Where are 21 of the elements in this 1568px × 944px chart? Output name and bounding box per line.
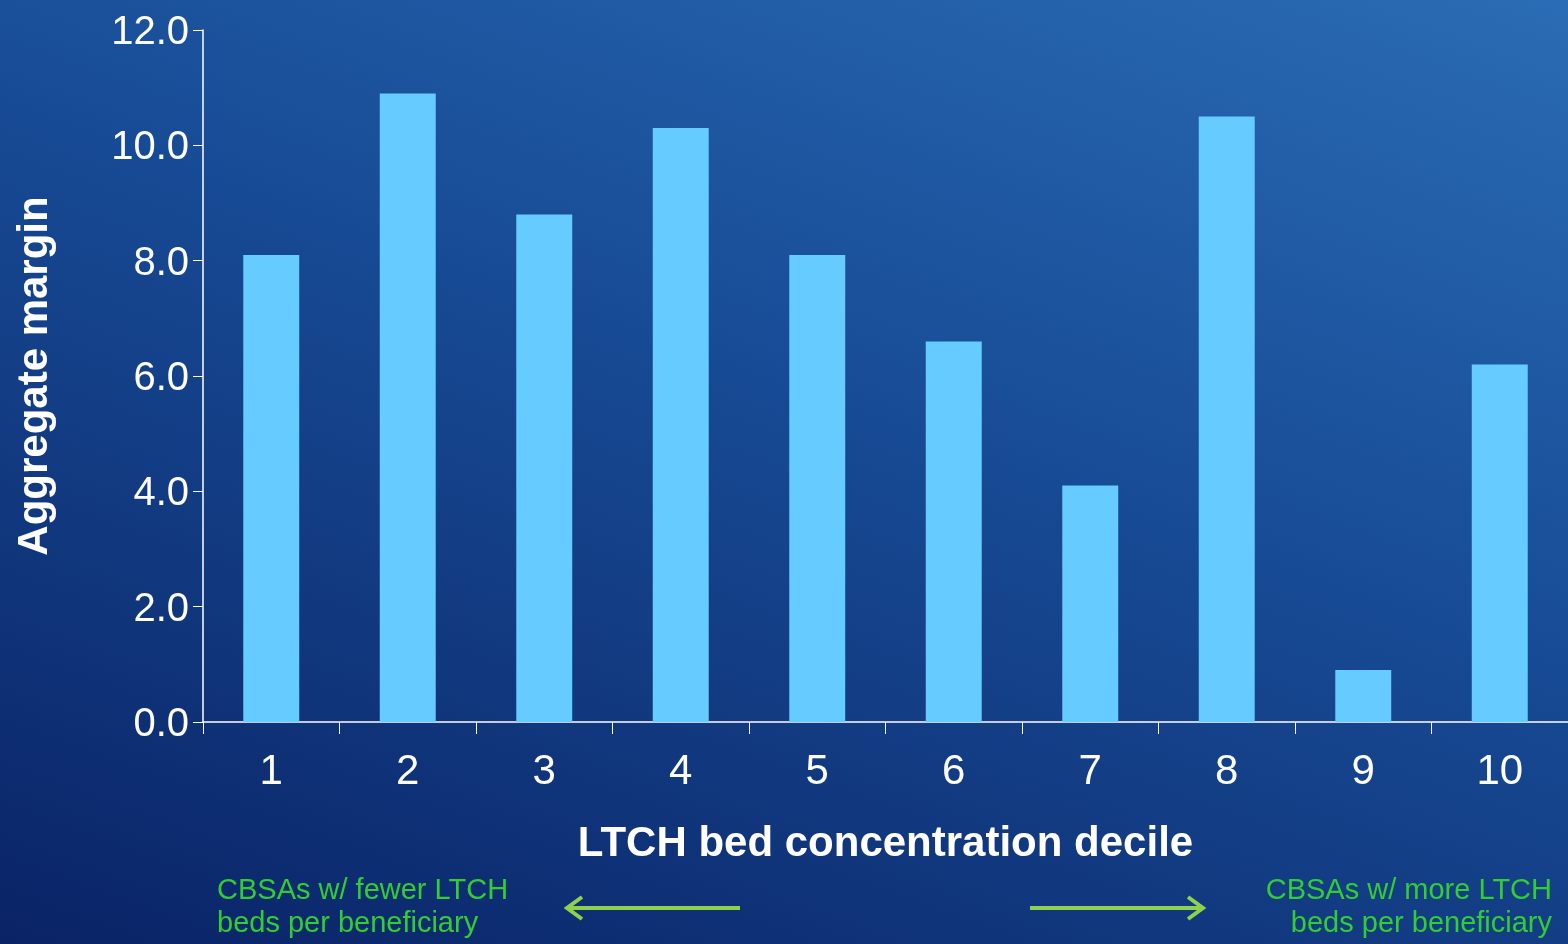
text: CBSAs w/ fewer LTCH beds per beneficiary [217, 873, 509, 939]
x-tick-label: 9 [1351, 745, 1375, 793]
x-tick-label: 5 [805, 745, 829, 793]
x-tick-label: 6 [942, 745, 966, 793]
x-tick-label: 10 [1476, 745, 1524, 793]
x-tick-label: 7 [1078, 745, 1102, 793]
x-axis-title: LTCH bed concentration decile [577, 817, 1194, 865]
y-tick-label: 6.0 [133, 354, 189, 398]
x-tick-label: 1 [259, 745, 283, 793]
y-tick-label: 2.0 [133, 584, 189, 629]
text: CBSAs w/ more LTCH beds per beneficiary [1265, 873, 1552, 939]
y-tick-label: 10.0 [111, 123, 189, 168]
x-tick-label: 2 [396, 745, 420, 793]
x-tick-label: 8 [1215, 745, 1239, 793]
y-tick-label: 4.0 [133, 469, 189, 514]
y-tick-label: 12.0 [111, 8, 189, 52]
x-tick-label: 3 [532, 745, 556, 793]
x-tick-label: 4 [669, 745, 693, 793]
y-tick-label: 0.0 [133, 700, 189, 744]
y-axis-title: Aggregate margin [8, 196, 56, 556]
y-tick-label: 8.0 [133, 238, 189, 283]
